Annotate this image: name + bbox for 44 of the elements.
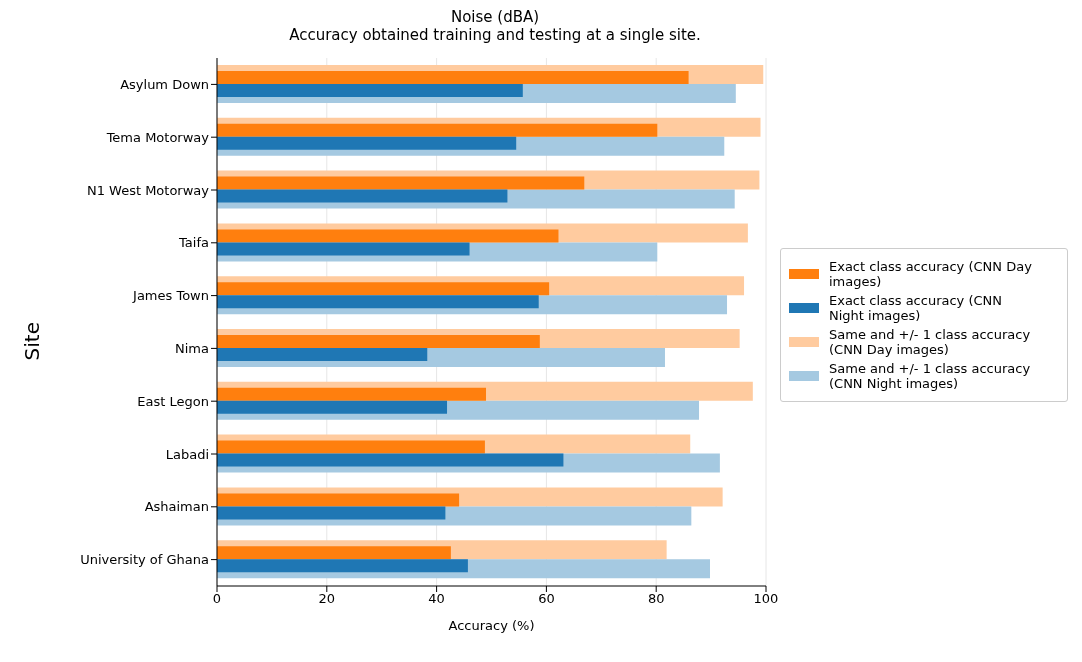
x-tick-label: 60 [538,591,555,607]
y-tick-label: Taifa [178,235,209,251]
chart-subtitle: Accuracy obtained training and testing at a single site. [288,26,702,44]
bar [217,242,470,256]
bar [217,493,460,507]
y-tick-label: Labadi [165,446,209,462]
bar [217,440,485,454]
bar [217,400,448,414]
y-tick-label: N1 West Motorway [86,182,210,198]
y-axis-title: Site [20,322,45,361]
y-tick-label: University of Ghana [80,552,209,568]
bar [217,348,428,361]
legend-label: Same and +/- 1 class accuracy (CNN Night images) [829,361,1032,391]
bar [217,453,564,467]
bar [217,282,550,296]
y-tick-label: Nima [175,341,209,357]
bar [217,387,487,401]
bar [217,335,540,348]
x-tick-label: 80 [647,591,665,607]
legend-label: Exact class accuracy (CNN Day images) [829,259,1033,289]
bar [217,123,658,137]
y-tick-label: East Legon [137,393,209,409]
legend-label: Same and +/- 1 class accuracy (CNN Day images) [829,327,1032,357]
bar [217,84,523,97]
x-tick-label: 0 [212,591,222,607]
x-tick-label: 100 [753,591,779,607]
y-tick-label: James Town [132,288,209,304]
y-tick-label: Asylum Down [120,77,209,93]
chart-title: Noise (dBA) [449,8,541,26]
bar [217,295,539,309]
x-tick-label: 40 [428,591,445,607]
x-tick-label: 20 [318,591,336,607]
bar [217,71,689,84]
bar [217,136,517,150]
bar [217,559,468,573]
y-tick-label: Ashaiman [144,499,209,515]
bar [217,189,508,203]
bar [217,546,451,560]
bar [217,229,559,243]
y-tick-label: Tema Motorway [105,129,210,145]
x-axis-title: Accuracy (%) [448,618,535,633]
bar [217,176,585,190]
legend-label: Exact class accuracy (CNN Night images) [829,293,1004,323]
bar [217,506,446,520]
